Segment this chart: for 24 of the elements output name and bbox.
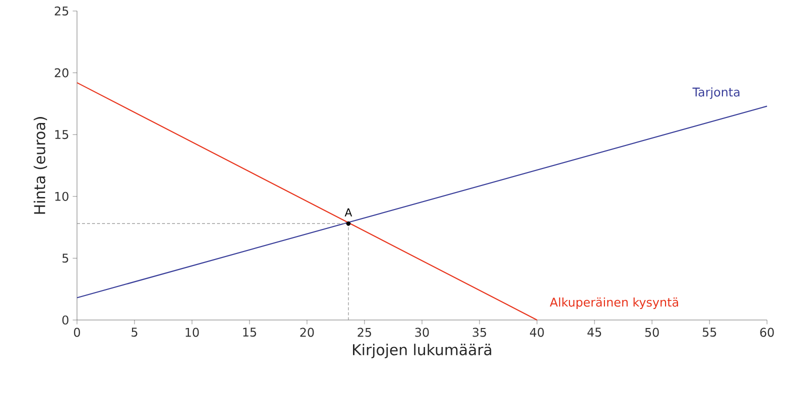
y-tick-label: 0 bbox=[62, 315, 68, 325]
x-tick-label: 40 bbox=[530, 328, 544, 337]
y-tick-label: 20 bbox=[54, 68, 68, 78]
y-tick-label: 15 bbox=[55, 130, 68, 140]
x-tick-label: 50 bbox=[645, 328, 659, 337]
series-label: Alkuperäinen kysyntä bbox=[550, 297, 678, 310]
x-tick-label: 55 bbox=[702, 328, 716, 337]
x-tick-label: 30 bbox=[415, 328, 429, 337]
y-tick-label: 10 bbox=[55, 192, 68, 201]
y-tick-label: 25 bbox=[54, 6, 68, 16]
x-tick-label: 35 bbox=[472, 328, 486, 337]
x-tick-label: 20 bbox=[300, 328, 314, 337]
series-label: Tarjonta bbox=[692, 87, 740, 99]
annotation: A bbox=[344, 208, 352, 216]
x-axis-title: Kirjojen lukumäärä bbox=[353, 344, 492, 358]
x-tick-label: 60 bbox=[760, 328, 774, 337]
y-axis-title: Hinta (euroa) bbox=[34, 117, 48, 214]
x-tick-label: 15 bbox=[243, 328, 256, 337]
y-tick-label: 5 bbox=[62, 254, 68, 263]
x-tick-label: 10 bbox=[186, 328, 199, 337]
x-tick-label: 25 bbox=[358, 328, 372, 337]
x-tick-label: 45 bbox=[587, 328, 602, 337]
x-tick-label: 5 bbox=[132, 328, 138, 337]
x-tick-label: 0 bbox=[74, 328, 80, 337]
